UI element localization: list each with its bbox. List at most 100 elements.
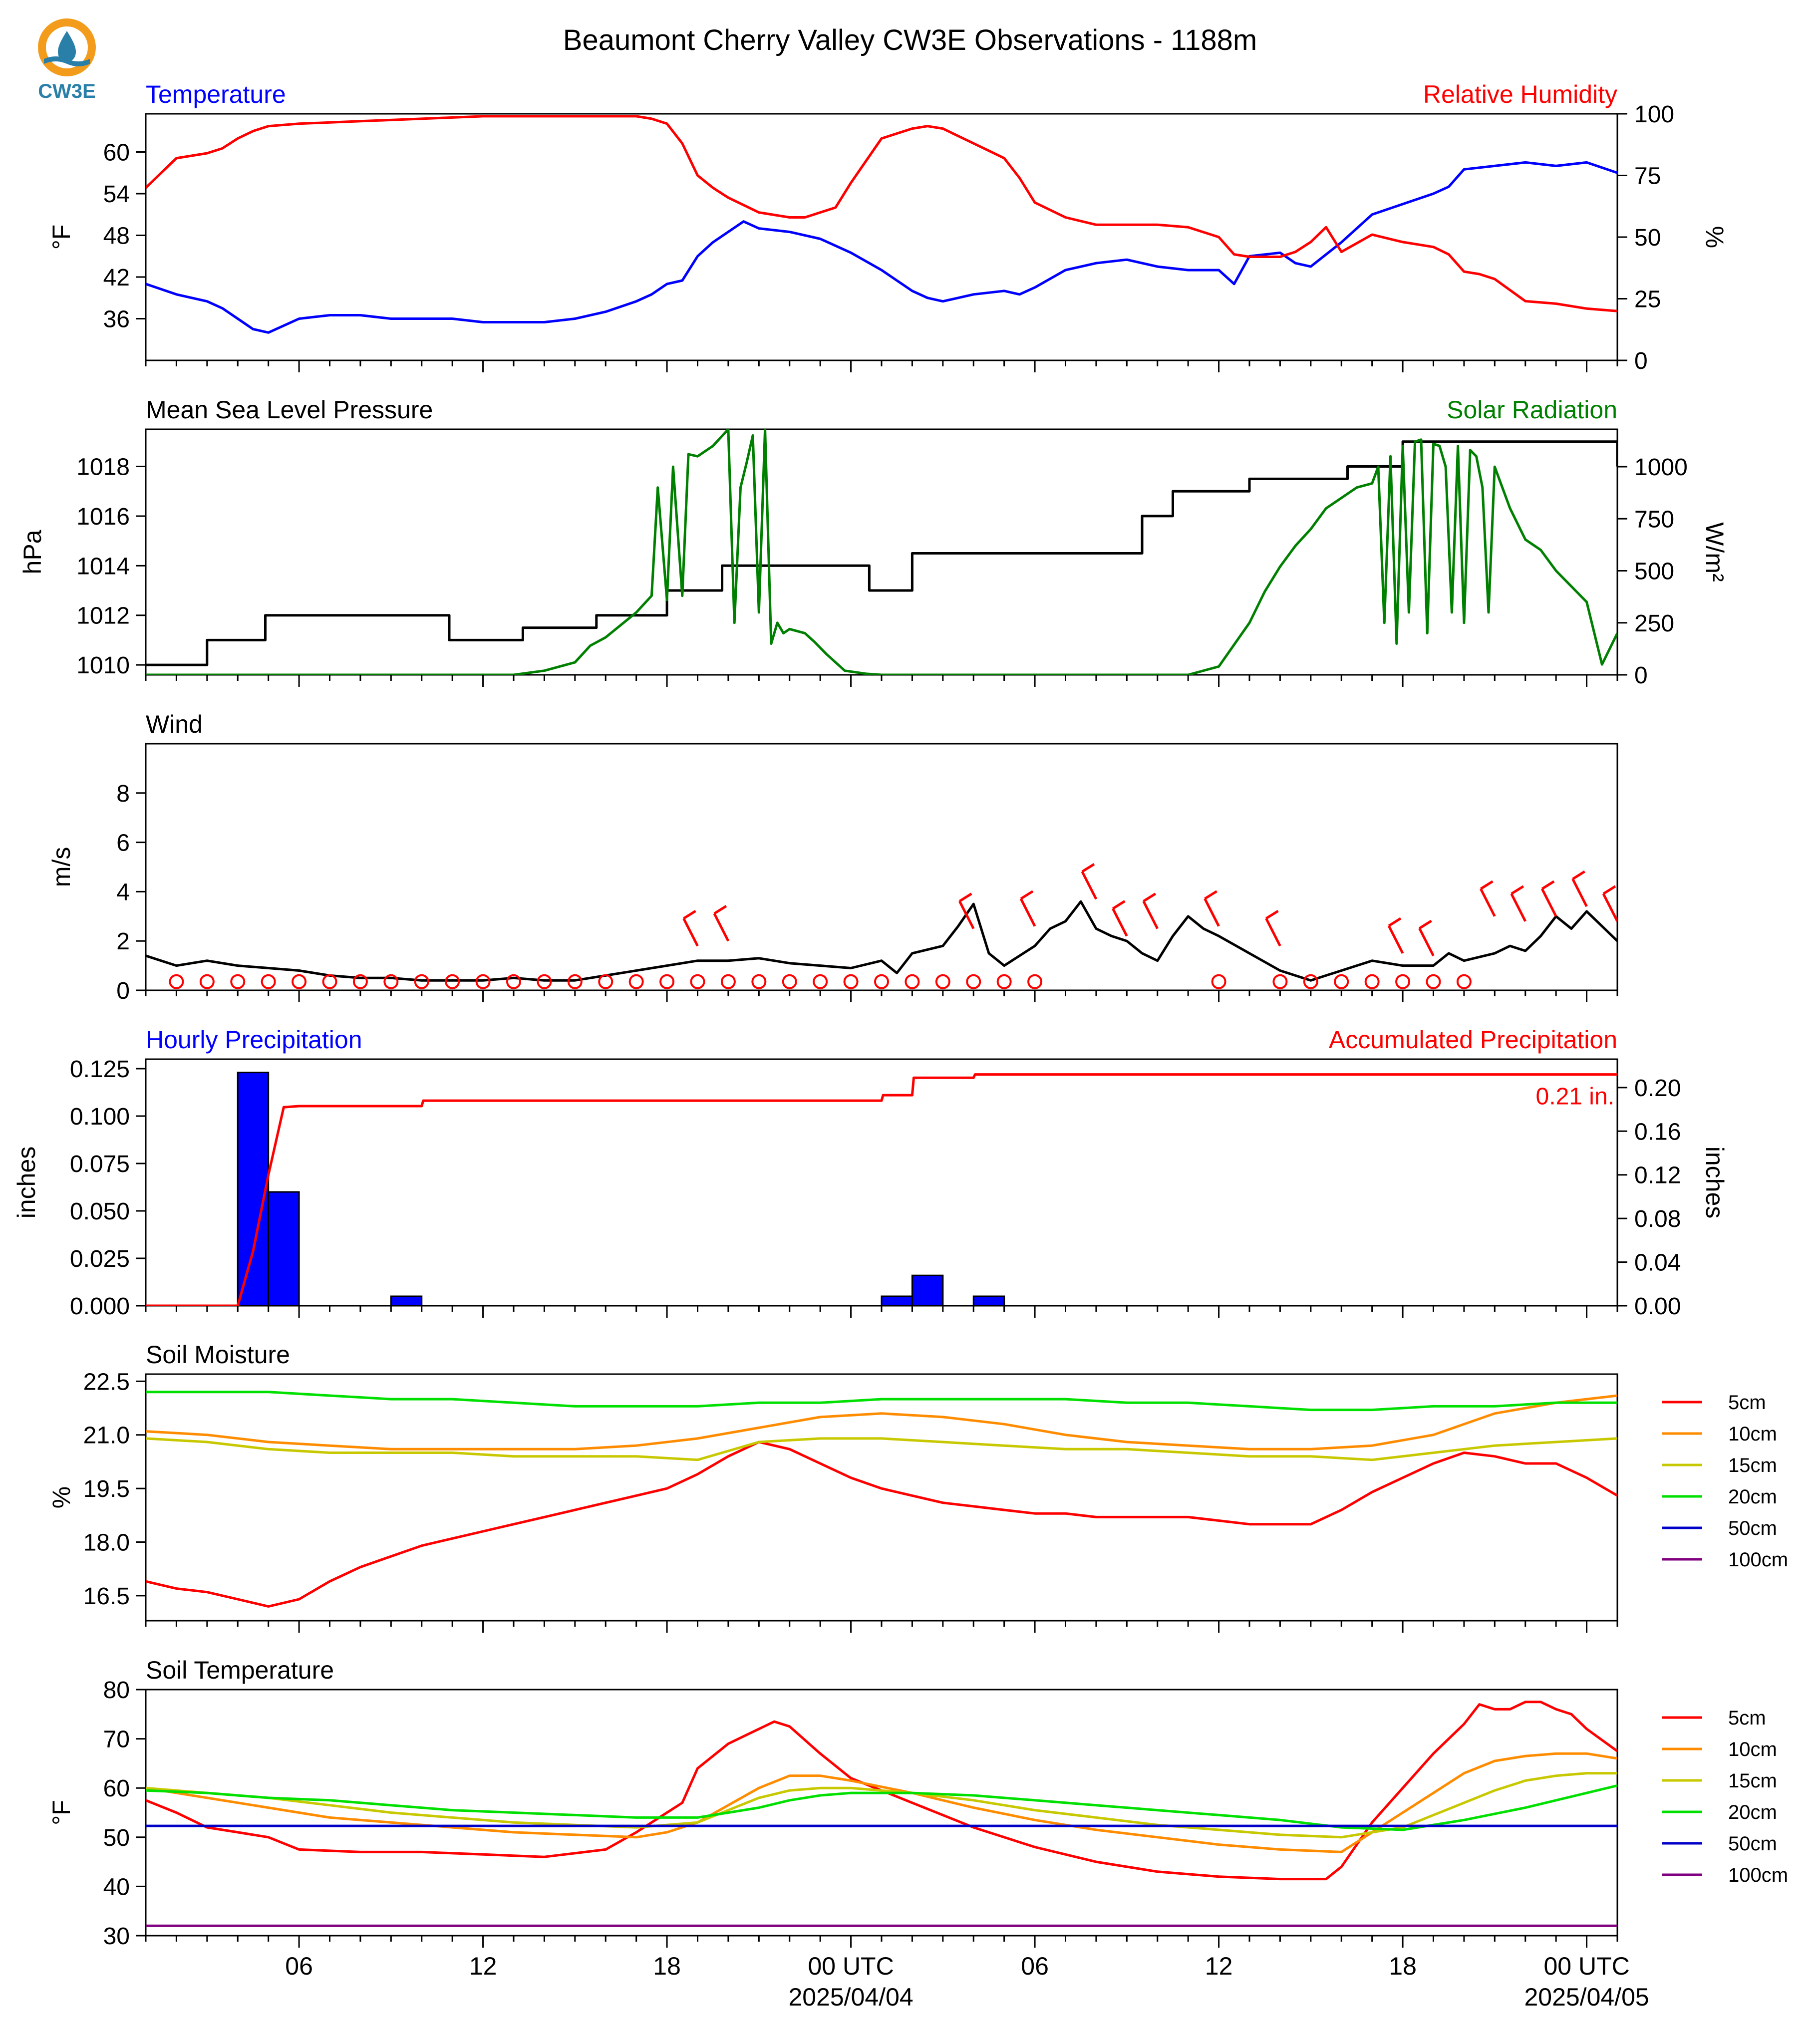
x-tick-label: 06 (285, 1952, 313, 1980)
calm-wind-marker (1364, 974, 1380, 989)
x-tick-label: 06 (1021, 1952, 1049, 1980)
panel-left-title: Soil Temperature (146, 1656, 334, 1684)
x-tick-label: 00 UTC (808, 1952, 894, 1980)
hourly-precip-bar (390, 1295, 423, 1306)
panel-wind: Wind 0 2 4 6 8 m/s (47, 710, 1618, 1004)
panel-left-title: Soil Moisture (146, 1341, 290, 1369)
y-left-tick-label: 2 (116, 928, 130, 955)
y-right-tick-label: 0.20 (1634, 1075, 1681, 1102)
series-line-left (146, 900, 1617, 982)
legend-label: 5cm (1728, 1707, 1766, 1729)
y-right-tick-label: 500 (1634, 559, 1674, 585)
calm-wind-marker (445, 974, 460, 989)
calm-wind-marker (322, 974, 337, 989)
x-date-label: 2025/04/05 (1524, 1983, 1649, 2011)
wind-barb-flag (1204, 890, 1217, 900)
panel-precipitation: Hourly Precipitation Accumulated Precipit… (12, 1026, 1729, 1320)
series-line-left (146, 161, 1617, 334)
y-left-axis-label: °F (47, 1800, 75, 1825)
calm-wind-marker (1456, 974, 1472, 989)
y-left-tick-label: 0.000 (70, 1293, 130, 1320)
y-left-tick-label: 42 (103, 265, 130, 291)
calm-wind-marker (1303, 974, 1318, 989)
hourly-precip-bar (881, 1295, 913, 1306)
wind-barb (1112, 908, 1128, 937)
plot-frame (145, 1689, 1618, 1937)
panel-left-title: Temperature (146, 80, 286, 108)
y-left-tick-label: 1012 (76, 603, 130, 629)
y-left-tick-label: 16.5 (83, 1583, 130, 1610)
calm-wind-marker (843, 974, 859, 989)
plot-frame (145, 1373, 1618, 1622)
panel-right-title: Solar Radiation (1447, 396, 1617, 424)
y-left-tick-label: 0.125 (70, 1056, 130, 1083)
calm-wind-marker (1334, 974, 1349, 989)
y-left-tick-label: 22.5 (83, 1369, 130, 1395)
panel-soil-temperature: Soil Temperature 30 40 50 60 70 80 °F 06 12 18 00 U… (47, 1656, 1649, 2011)
wave-icon (44, 56, 90, 66)
y-left-tick-label: 0 (116, 978, 130, 1004)
wind-barb-flag (1419, 919, 1432, 929)
y-left-tick-label: 0.100 (70, 1104, 130, 1130)
panel-left-title: Wind (146, 710, 203, 738)
plot-area (146, 1072, 1617, 1306)
y-left-tick-label: 48 (103, 223, 130, 250)
series-line-10cm (146, 1394, 1617, 1450)
wind-barb-flag (1388, 917, 1402, 927)
y-right-tick-label: 0 (1634, 348, 1648, 374)
y-right-tick-label: 75 (1634, 163, 1661, 190)
wind-barb (1480, 888, 1496, 917)
calm-wind-marker (1027, 974, 1043, 989)
calm-wind-marker (720, 974, 736, 989)
y-left-tick-label: 0.025 (70, 1246, 130, 1272)
legend-soil-moisture: 5cm 10cm 15cm 20cm 50cm 100cm (1662, 1392, 1788, 1571)
panels: Temperature Relative Humidity3642485460°F… (12, 80, 1729, 2011)
y-right-tick-label: 1000 (1634, 454, 1688, 481)
y-left-tick-label: 1018 (76, 454, 130, 481)
y-left-axis-label: °F (47, 225, 75, 250)
x-date-label: 2025/04/04 (788, 1983, 913, 2011)
y-left-tick-label: 54 (103, 181, 130, 208)
calm-wind-marker (537, 974, 552, 989)
legend-soil-temperature: 5cm 10cm 15cm 20cm 50cm 100cm (1662, 1707, 1788, 1886)
calm-wind-marker (598, 974, 613, 989)
plot-frame (145, 743, 1618, 991)
y-right-tick-label: 0.08 (1634, 1206, 1681, 1232)
hourly-precip-bar (268, 1191, 300, 1306)
y-left-tick-label: 60 (103, 1775, 130, 1802)
series-line-right (146, 429, 1617, 675)
calm-wind-marker (567, 974, 583, 989)
y-right-tick-label: 0.16 (1634, 1119, 1681, 1145)
water-drop-icon (58, 31, 76, 62)
calm-wind-marker (506, 974, 521, 989)
x-tick-label: 18 (653, 1952, 681, 1980)
legend-label: 5cm (1728, 1392, 1766, 1414)
legends: 5cm10cm15cm20cm50cm100cm5cm10cm15cm20cm5… (1662, 1392, 1788, 1886)
plot-frame (145, 113, 1618, 361)
y-left-tick-label: 50 (103, 1825, 130, 1851)
wind-barb (713, 913, 730, 942)
series-line-left (146, 440, 1617, 666)
calm-wind-marker (475, 974, 491, 989)
figure-title: Beaumont Cherry Valley CW3E Observations… (563, 24, 1257, 56)
legend-label: 20cm (1728, 1801, 1777, 1823)
plot-area (146, 1701, 1617, 1927)
y-right-tick-label: 0.00 (1634, 1293, 1681, 1320)
y-right-tick-label: 0.04 (1634, 1250, 1681, 1276)
y-left-tick-label: 18.0 (83, 1529, 130, 1556)
calm-wind-marker (1211, 974, 1226, 989)
legend-label: 15cm (1728, 1454, 1777, 1476)
wind-barb (1204, 898, 1220, 927)
y-left-tick-label: 36 (103, 306, 130, 333)
calm-wind-marker (352, 974, 368, 989)
y-right-tick-label: 750 (1634, 506, 1674, 533)
calm-wind-marker (905, 974, 920, 989)
wind-barb (1571, 878, 1588, 907)
legend-label: 10cm (1728, 1738, 1777, 1760)
series-line-15cm (146, 1437, 1617, 1461)
y-right-axis-label: % (1701, 226, 1729, 248)
cw3e-logo: CW3E (38, 18, 96, 102)
wind-barb-flag (713, 905, 727, 915)
y-right-tick-label: 250 (1634, 610, 1674, 637)
